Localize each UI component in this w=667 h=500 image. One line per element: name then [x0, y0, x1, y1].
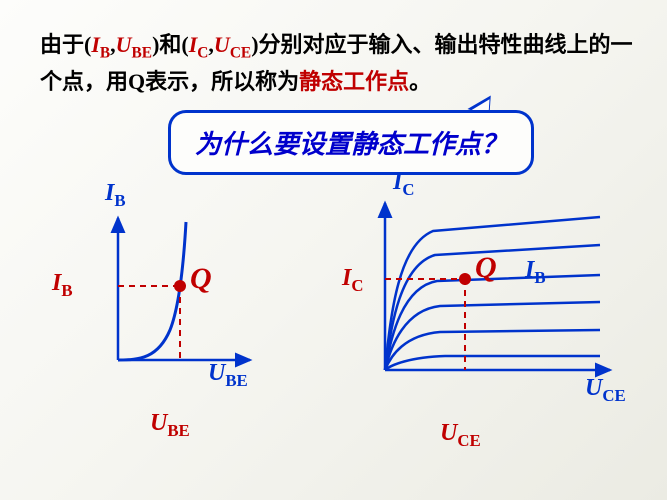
q-x-label: UBE [150, 410, 190, 441]
txt: 。 [409, 69, 431, 94]
y-axis-label: IB [105, 180, 126, 211]
sym: U [214, 32, 230, 57]
sym: I [91, 32, 100, 57]
q-x-label: UCE [440, 420, 481, 451]
q-y-label: IB [52, 270, 73, 301]
y-axis-label: IC [393, 169, 414, 200]
txt: )和( [152, 32, 189, 57]
x-axis-label: UBE [208, 360, 248, 391]
q-label: Q [475, 251, 497, 285]
callout-text: 为什么要设置静态工作点？ [195, 124, 507, 161]
sub: C [197, 44, 208, 61]
input-characteristic-chart: IB IB Q UBE UBE [90, 210, 275, 470]
sym: U [116, 32, 132, 57]
txt: 由于( [40, 32, 91, 57]
emphasis: 静态工作点 [299, 69, 409, 94]
sub: BE [132, 44, 153, 61]
sub: B [100, 44, 110, 61]
callout-bubble: 为什么要设置静态工作点？ [168, 110, 534, 175]
x-axis-label: UCE [585, 375, 626, 406]
q-label: Q [190, 262, 212, 296]
sub: CE [230, 44, 251, 61]
param-label: IB [525, 257, 546, 288]
intro-text: 由于(IB,UBE)和(IC,UCE)分别对应于输入、输出特性曲线上的一个点，用… [40, 28, 647, 98]
sym: I [189, 32, 198, 57]
output-characteristic-chart: IC IC Q IB UCE UCE [355, 195, 635, 475]
q-y-label: IC [342, 265, 363, 296]
